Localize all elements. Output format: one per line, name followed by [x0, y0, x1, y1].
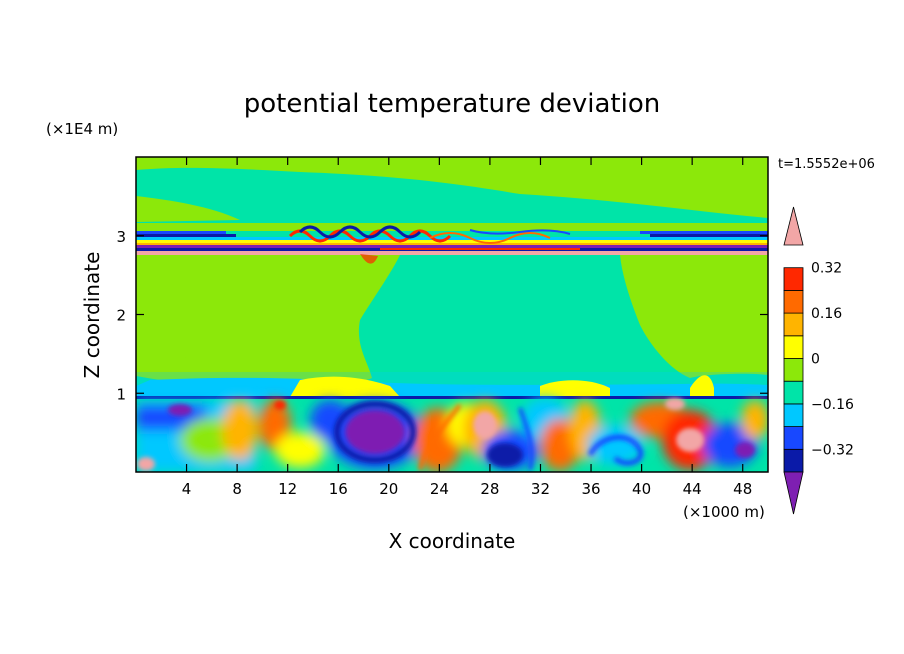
- band-navy-1: [136, 234, 236, 237]
- field-upper-lime-lobe: [136, 196, 240, 222]
- colorbar-swatch: [783, 358, 804, 382]
- x-tick-label: 44: [683, 480, 702, 498]
- colorbar-swatch: [783, 448, 804, 473]
- bl-navy-eddy-2: [487, 443, 523, 467]
- x-tick-label: 32: [531, 480, 550, 498]
- band-purple: [136, 245, 768, 248]
- bl-orange-5: [741, 400, 768, 440]
- field-lime-patch-1: [150, 350, 230, 372]
- band-wave-packet-2: [298, 225, 422, 239]
- y-tick-label: 3: [116, 228, 126, 246]
- band-wave-packet-4: [469, 229, 571, 235]
- bl-red-small: [274, 400, 286, 410]
- colorbar-tick-label: 0: [811, 352, 820, 368]
- x-tick-label: 16: [329, 480, 348, 498]
- colorbar-tick-label: 0.16: [811, 306, 842, 322]
- bl-purple-eddy: [345, 410, 405, 454]
- band-orange: [136, 243, 768, 245]
- colorbar-under-arrow: [783, 471, 804, 515]
- field-upper-lime: [136, 157, 768, 218]
- bl-pink-left: [137, 457, 155, 471]
- y-axis-label: Z coordinate: [80, 252, 104, 379]
- x-tick-label: 20: [379, 480, 398, 498]
- band-lime-top: [136, 223, 768, 231]
- colorbar-tick-label: −0.32: [811, 442, 854, 458]
- x-tick-label: 48: [733, 480, 752, 498]
- bl-orange-left: [222, 400, 258, 460]
- colorbar-tick-label: 0.32: [811, 261, 842, 277]
- colorbar: 0.32 0.16 0 −0.16 −0.32: [783, 206, 854, 515]
- colorbar-swatch: [783, 289, 804, 314]
- x-tick-label: 40: [632, 480, 651, 498]
- field-mid-lime-right: [620, 255, 768, 378]
- bl-pink-eddy: [473, 411, 497, 439]
- field-yellow-cap-2: [540, 380, 610, 397]
- field-mid-lime-left: [136, 255, 400, 387]
- band-red-accent: [380, 248, 580, 250]
- colorbar-swatch: [783, 335, 804, 359]
- bl-purple-small: [168, 404, 192, 416]
- colorbar-tick-label: −0.16: [811, 397, 854, 413]
- bl-purple-eddy-2: [735, 442, 755, 458]
- colorbar-swatch: [783, 426, 804, 450]
- colorbar-over-arrow: [783, 206, 804, 246]
- x-axis-label: X coordinate: [389, 529, 516, 553]
- x-unit-label: (×1000 m): [683, 503, 765, 521]
- field-yellow-cap-1: [290, 376, 400, 397]
- chart-title: potential temperature deviation: [244, 89, 660, 119]
- band-cyan: [136, 237, 768, 240]
- band-yellow: [136, 240, 768, 243]
- colorbar-swatch: [783, 312, 804, 337]
- y-axis-ticks: 1 2 3: [116, 228, 768, 403]
- band-blue-2: [640, 231, 768, 234]
- bl-swirl-3: [518, 407, 534, 471]
- field-yellow-cap-3: [690, 375, 714, 397]
- band-pink: [136, 251, 768, 255]
- x-tick-label: 12: [278, 480, 297, 498]
- bl-swirl-2: [418, 403, 462, 471]
- bl-swirl-1: [587, 434, 644, 466]
- colorbar-swatch: [783, 267, 804, 291]
- x-axis-ticks: 4 8 12 16 20 24 28 32 36 40 44 48: [182, 157, 752, 498]
- y-unit-label: (×1E4 m): [46, 120, 118, 138]
- bl-navy-eddy-ring: [334, 401, 416, 463]
- y-tick-label: 2: [116, 307, 126, 325]
- colorbar-swatch: [783, 403, 804, 427]
- band-dip: [360, 254, 378, 264]
- x-tick-label: 36: [581, 480, 600, 498]
- bl-pink-eddy-3: [665, 398, 685, 410]
- bl-pink-eddy-2: [676, 428, 704, 452]
- bl-yellow-mid: [275, 432, 325, 468]
- x-tick-label: 4: [182, 480, 192, 498]
- bl-cyan-3: [587, 425, 643, 465]
- band-navy-2: [650, 234, 768, 237]
- x-tick-label: 24: [430, 480, 449, 498]
- band-blue-1: [136, 231, 226, 234]
- y-tick-label: 1: [116, 385, 126, 403]
- bl-top-line: [136, 396, 768, 399]
- contour-field: [136, 157, 768, 472]
- bl-eddies: [136, 398, 768, 472]
- colorbar-swatch: [783, 380, 804, 405]
- time-label: t=1.5552e+06: [778, 157, 875, 172]
- band-wave-packet-3: [429, 232, 551, 244]
- x-tick-label: 8: [232, 480, 242, 498]
- x-tick-label: 28: [480, 480, 499, 498]
